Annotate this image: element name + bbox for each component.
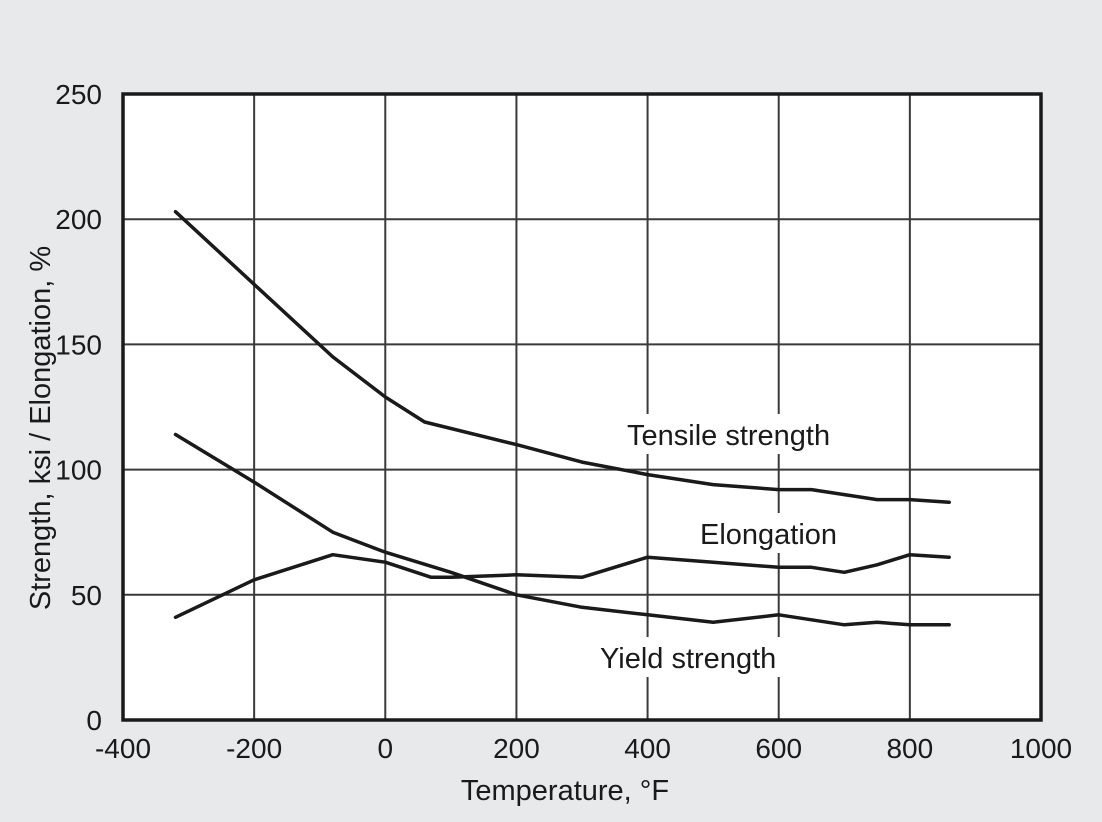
y-tick-label: 0 xyxy=(86,705,102,736)
y-tick-label: 100 xyxy=(55,455,102,486)
elongation-label: Elongation xyxy=(700,519,837,551)
x-tick-label: 600 xyxy=(755,733,802,764)
elongation-label-knockout xyxy=(695,513,860,553)
x-tick-label: -400 xyxy=(95,733,151,764)
x-tick-label: -200 xyxy=(226,733,282,764)
y-tick-label: 50 xyxy=(71,580,102,611)
yield-strength-label: Yield strength xyxy=(600,643,776,675)
series-lines xyxy=(173,209,951,627)
plot-background xyxy=(123,94,1041,720)
x-tick-label: 800 xyxy=(886,733,933,764)
x-tick-label: 0 xyxy=(377,733,393,764)
y-tick-label: 200 xyxy=(55,204,102,235)
x-axis-ticks: -400 -200 0 200 400 600 800 1000 xyxy=(95,733,1072,764)
grid xyxy=(123,94,1041,720)
x-tick-label: 400 xyxy=(624,733,671,764)
yield-label-knockout xyxy=(595,637,807,677)
tensile-label-knockout xyxy=(622,414,862,454)
elongation-line xyxy=(173,552,951,620)
x-axis-title: Temperature, °F xyxy=(461,775,669,807)
tensile-strength-label: Tensile strength xyxy=(627,420,830,452)
tensile-strength-line xyxy=(173,209,951,504)
x-tick-label: 200 xyxy=(493,733,540,764)
y-tick-label: 250 xyxy=(55,79,102,110)
y-axis-title: Strength, ksi / Elongation, % xyxy=(25,246,57,610)
yield-strength-line xyxy=(173,432,951,627)
x-tick-label: 1000 xyxy=(1010,733,1072,764)
y-tick-label: 150 xyxy=(55,329,102,360)
y-axis-ticks: 0 50 100 150 200 250 xyxy=(55,79,102,736)
plot-frame xyxy=(121,92,1043,722)
